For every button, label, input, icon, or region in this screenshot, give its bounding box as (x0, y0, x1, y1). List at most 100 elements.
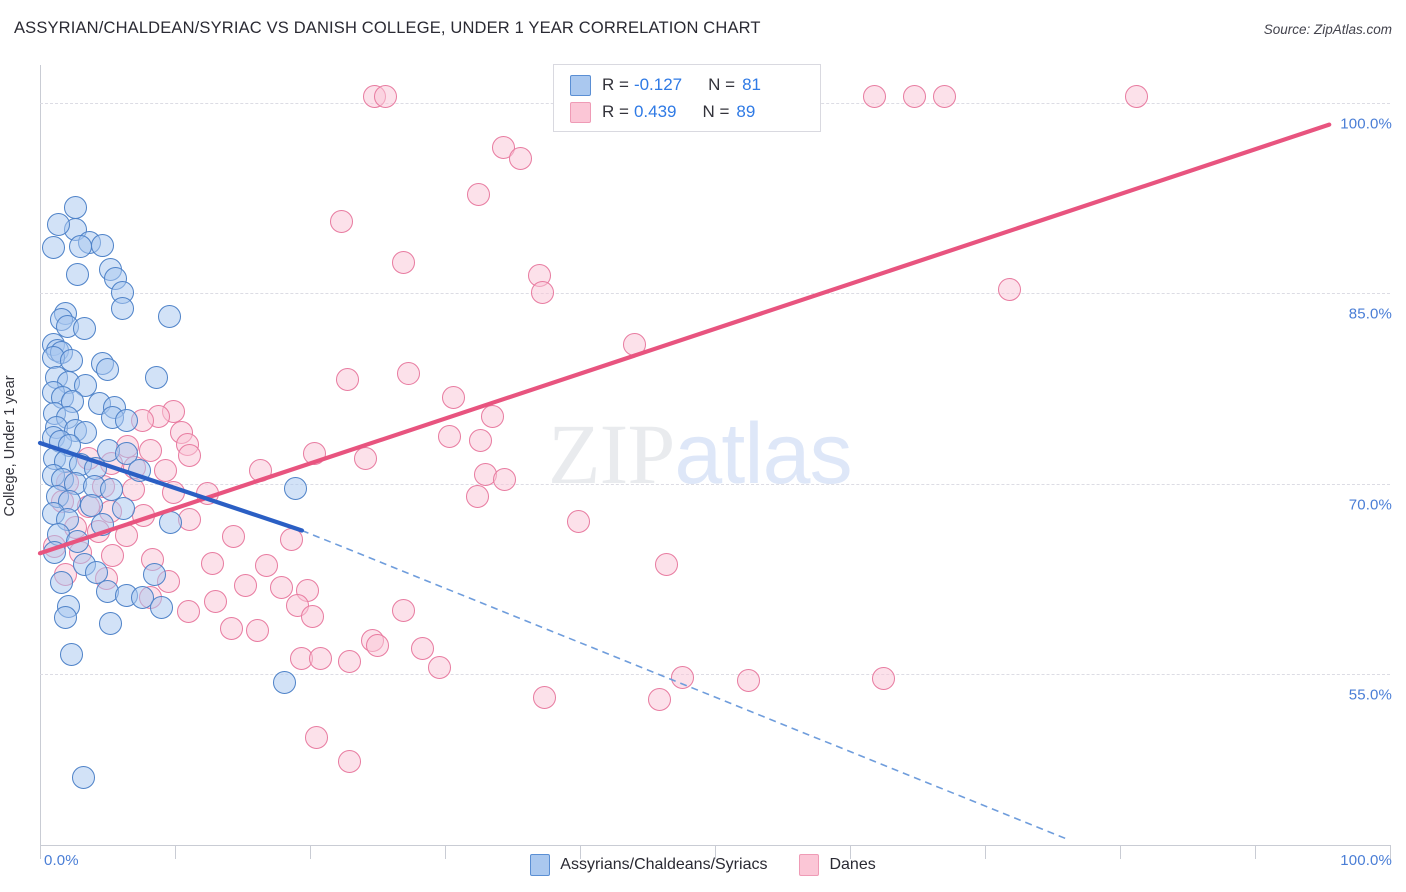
scatter-point (509, 147, 533, 171)
x-tick (445, 845, 446, 859)
scatter-point (437, 425, 461, 449)
x-tick (1255, 845, 1256, 859)
scatter-point (567, 510, 591, 534)
x-tick (715, 845, 716, 859)
gridline (40, 673, 1390, 675)
scatter-point (374, 85, 398, 109)
scatter-point (69, 234, 92, 258)
scatter-point (90, 233, 114, 257)
scatter-point (110, 297, 134, 320)
zipatlas-watermark: ZIPatlas (548, 404, 853, 504)
scatter-point (468, 428, 492, 452)
scatter-point (302, 441, 326, 465)
y-axis-line (40, 65, 41, 845)
scatter-point (85, 560, 109, 584)
source-citation: Source: ZipAtlas.com (1263, 22, 1392, 37)
y-tick-label: 100.0% (1340, 115, 1392, 133)
x-tick (1120, 845, 1121, 859)
scatter-point (279, 527, 303, 551)
x-tick (310, 845, 311, 859)
stats-row-danes: R = 0.439 N = 89 (570, 98, 755, 126)
scatter-point (272, 671, 296, 695)
x-tick (1390, 845, 1391, 859)
stats-n-value-blue: 81 (742, 75, 761, 94)
scatter-point (671, 666, 695, 690)
x-tick (985, 845, 986, 859)
scatter-point (159, 511, 183, 535)
stats-row-assyrian: R = -0.127 N = 81 (570, 71, 761, 99)
page-title: ASSYRIAN/CHALDEAN/SYRIAC VS DANISH COLLE… (14, 19, 761, 37)
scatter-point (410, 636, 434, 660)
scatter-point (195, 482, 219, 506)
scatter-point (220, 616, 244, 640)
scatter-point (233, 573, 257, 597)
x-axis-max-label: 100.0% (1340, 852, 1392, 869)
scatter-point (654, 553, 678, 577)
scatter-point (329, 209, 353, 233)
scatter-point (391, 251, 415, 275)
x-axis-min-label: 0.0% (44, 852, 79, 869)
scatter-point (397, 361, 421, 385)
scatter-point (245, 619, 269, 643)
scatter-point (480, 404, 504, 428)
watermark-atlas: atlas (674, 406, 852, 502)
scatter-point (154, 459, 178, 483)
scatter-point (144, 365, 168, 389)
scatter-point (622, 332, 646, 356)
watermark-zip: ZIP (548, 406, 675, 502)
scatter-point (71, 766, 95, 790)
series-legend: Assyrians/Chaldeans/Syriacs Danes (0, 851, 1406, 879)
stats-r-value-blue: -0.127 (633, 75, 683, 94)
scatter-point (737, 668, 761, 692)
gridline (40, 293, 1390, 295)
scatter-point (43, 540, 67, 564)
scatter-point (492, 468, 516, 492)
scatter-point (283, 477, 307, 501)
scatter-point (391, 598, 415, 622)
scatter-point (54, 606, 78, 630)
scatter-point (305, 725, 329, 749)
scatter-point (158, 304, 182, 328)
scatter-point (114, 408, 138, 432)
x-tick (850, 845, 851, 859)
scatter-point (96, 357, 119, 381)
scatter-point (201, 551, 225, 575)
gridline (40, 483, 1390, 485)
scatter-point (301, 605, 325, 629)
scatter-point (128, 459, 152, 483)
stats-swatch-pink (570, 101, 591, 123)
legend-swatch-pink (799, 854, 820, 876)
legend-swatch-blue (530, 854, 551, 876)
scatter-point (903, 85, 927, 109)
legend-item-danes[interactable]: Danes (799, 854, 876, 876)
scatter-point (1124, 85, 1148, 109)
scatter-point (255, 554, 279, 578)
scatter-point (862, 85, 886, 109)
stats-n-label-pink: N = (702, 102, 730, 121)
scatter-point (441, 385, 465, 409)
scatter-point (66, 262, 90, 286)
scatter-point (309, 647, 333, 671)
scatter-point (648, 687, 672, 711)
scatter-point (90, 512, 114, 536)
stats-n-label-blue: N = (708, 75, 736, 94)
scatter-point (59, 643, 83, 667)
x-tick (40, 845, 41, 859)
stats-swatch-blue (570, 74, 591, 96)
scatter-point (872, 667, 896, 691)
scatter-point (353, 446, 377, 470)
stats-r-label-pink: R = (602, 102, 629, 121)
correlation-stats-box: R = -0.127 N = 81 R = 0.439 N = 89 (553, 64, 821, 132)
scatter-point (50, 570, 74, 594)
legend-label-danes: Danes (829, 856, 876, 873)
y-axis-title: College, Under 1 year (2, 375, 18, 517)
scatter-point (467, 182, 491, 206)
danes-trendline (37, 122, 1332, 556)
scatter-point (366, 634, 389, 658)
y-tick-label: 85.0% (1348, 305, 1392, 323)
scatter-point (337, 649, 361, 673)
scatter-point (221, 525, 245, 549)
legend-item-assyrians[interactable]: Assyrians/Chaldeans/Syriacs (530, 854, 767, 876)
scatter-point (997, 277, 1021, 301)
